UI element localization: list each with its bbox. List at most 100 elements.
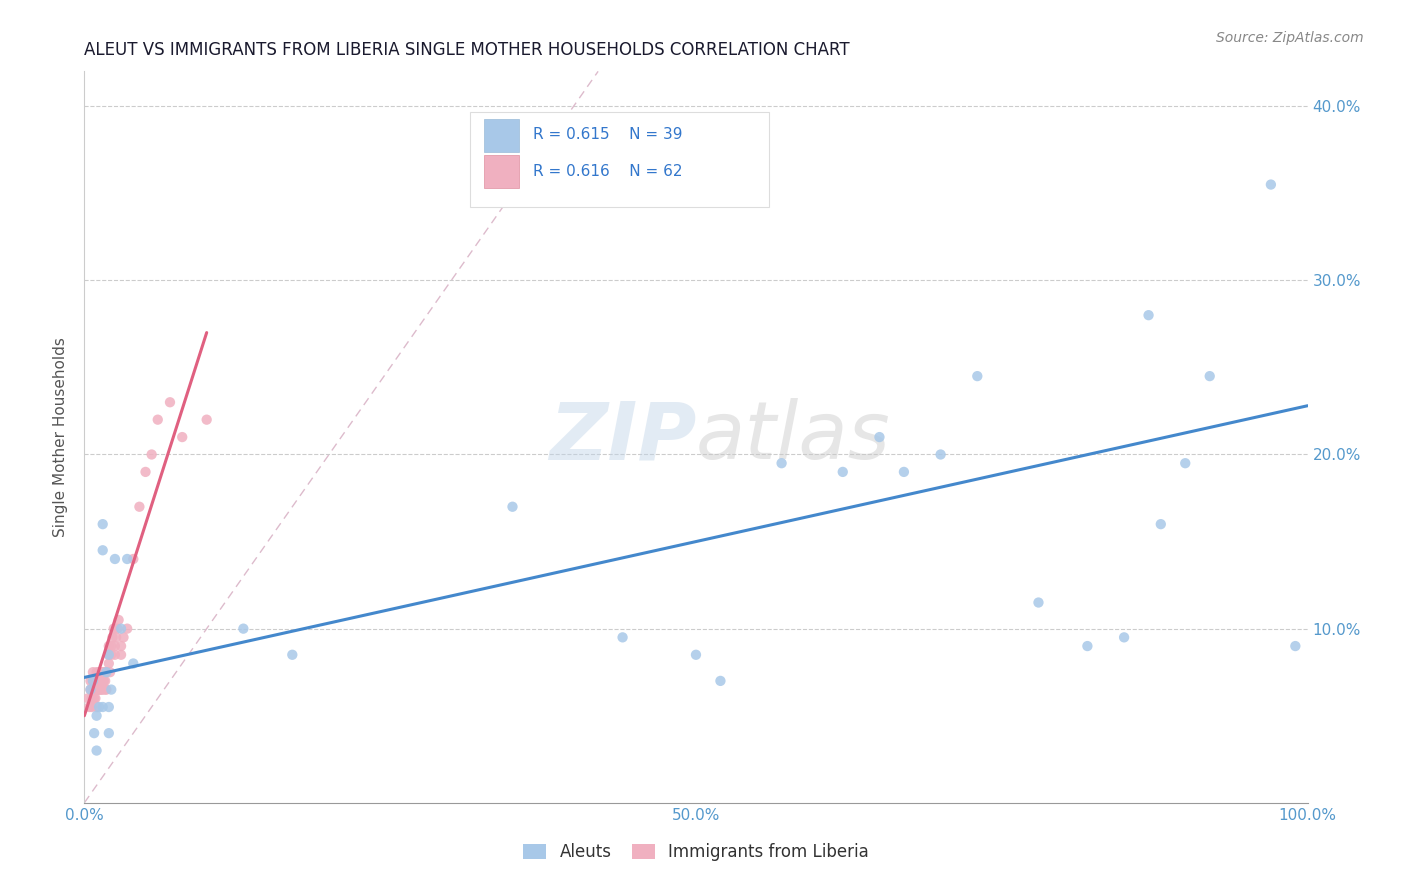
Point xyxy=(110,622,132,636)
Point xyxy=(87,682,110,697)
Point xyxy=(83,682,105,697)
Point xyxy=(82,673,104,688)
Point xyxy=(100,682,122,697)
Point xyxy=(91,673,114,688)
Point xyxy=(105,631,128,645)
Point xyxy=(141,448,163,462)
Legend: Aleuts, Immigrants from Liberia: Aleuts, Immigrants from Liberia xyxy=(516,837,876,868)
Point xyxy=(1114,631,1136,645)
Point xyxy=(87,700,110,714)
Point xyxy=(96,682,118,697)
Point xyxy=(82,682,104,697)
Point xyxy=(103,622,125,636)
Point xyxy=(97,700,120,714)
Point xyxy=(685,648,707,662)
Point xyxy=(93,665,115,680)
FancyBboxPatch shape xyxy=(484,155,519,188)
Point xyxy=(91,700,114,714)
Point xyxy=(97,726,120,740)
Point xyxy=(122,552,145,566)
Point xyxy=(77,691,100,706)
Point xyxy=(89,682,111,697)
Point xyxy=(91,682,114,697)
Y-axis label: Single Mother Households: Single Mother Households xyxy=(53,337,69,537)
Point xyxy=(128,500,150,514)
Point xyxy=(83,673,105,688)
Point xyxy=(80,691,103,706)
Point xyxy=(94,682,117,697)
Point xyxy=(97,639,120,653)
Point xyxy=(83,691,105,706)
FancyBboxPatch shape xyxy=(470,112,769,207)
Point xyxy=(122,657,145,671)
Point xyxy=(96,665,118,680)
Point xyxy=(1260,178,1282,192)
Point xyxy=(97,648,120,662)
Text: ALEUT VS IMMIGRANTS FROM LIBERIA SINGLE MOTHER HOUSEHOLDS CORRELATION CHART: ALEUT VS IMMIGRANTS FROM LIBERIA SINGLE … xyxy=(84,41,851,59)
Point xyxy=(104,648,127,662)
Point xyxy=(104,639,127,653)
Point xyxy=(82,665,104,680)
Point xyxy=(84,682,107,697)
Point xyxy=(94,673,117,688)
Point xyxy=(1137,308,1160,322)
Point xyxy=(105,622,128,636)
Point xyxy=(86,665,108,680)
Point xyxy=(79,682,101,697)
Point xyxy=(86,700,108,714)
Point xyxy=(966,369,988,384)
Point xyxy=(84,673,107,688)
Point xyxy=(115,622,138,636)
Point xyxy=(91,543,114,558)
Point xyxy=(79,682,101,697)
Point xyxy=(929,448,952,462)
Point xyxy=(91,665,114,680)
Point xyxy=(146,412,169,426)
Point xyxy=(87,665,110,680)
Point xyxy=(87,682,110,697)
Point xyxy=(1028,595,1050,609)
Point xyxy=(82,673,104,688)
Point xyxy=(107,613,129,627)
Point xyxy=(86,682,108,697)
Point xyxy=(110,639,132,653)
Point xyxy=(90,682,112,697)
Point xyxy=(86,743,108,757)
Point xyxy=(1076,639,1098,653)
Point xyxy=(612,631,634,645)
Point xyxy=(115,552,138,566)
Point xyxy=(135,465,157,479)
Point xyxy=(502,500,524,514)
Point xyxy=(831,465,853,479)
Point xyxy=(112,631,135,645)
Point xyxy=(1174,456,1197,470)
Point xyxy=(89,665,111,680)
Point xyxy=(96,665,118,680)
Point xyxy=(195,412,218,426)
Point xyxy=(770,456,793,470)
Point xyxy=(101,631,124,645)
Point xyxy=(97,657,120,671)
Point xyxy=(80,700,103,714)
Point xyxy=(91,517,114,532)
Point xyxy=(86,673,108,688)
Point xyxy=(87,673,110,688)
Point xyxy=(87,673,110,688)
Point xyxy=(232,622,254,636)
Point xyxy=(1150,517,1173,532)
Point xyxy=(1284,639,1306,653)
Point xyxy=(1198,369,1220,384)
Point xyxy=(97,648,120,662)
Point xyxy=(172,430,194,444)
Point xyxy=(159,395,181,409)
Text: atlas: atlas xyxy=(696,398,891,476)
Point xyxy=(709,673,731,688)
Point xyxy=(86,708,108,723)
Point xyxy=(893,465,915,479)
Point xyxy=(79,673,101,688)
Text: R = 0.615    N = 39: R = 0.615 N = 39 xyxy=(533,128,683,143)
Point xyxy=(281,648,304,662)
Point xyxy=(104,552,127,566)
Point xyxy=(77,700,100,714)
Text: ZIP: ZIP xyxy=(548,398,696,476)
